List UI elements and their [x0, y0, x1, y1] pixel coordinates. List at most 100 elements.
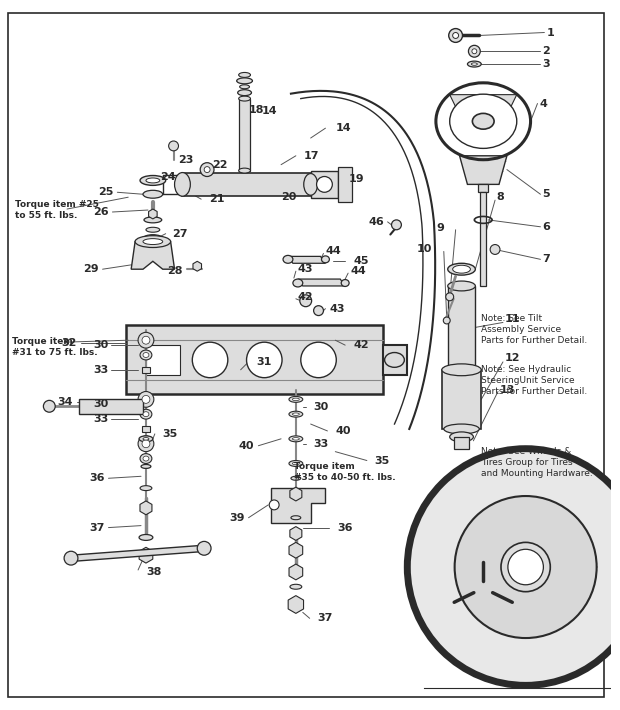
Polygon shape	[289, 542, 303, 558]
Bar	[339, 167, 352, 202]
Circle shape	[64, 551, 78, 565]
Text: 45: 45	[353, 256, 368, 266]
Polygon shape	[71, 545, 207, 561]
Ellipse shape	[237, 78, 252, 84]
Ellipse shape	[139, 436, 153, 442]
Polygon shape	[149, 209, 157, 219]
Circle shape	[192, 342, 228, 378]
Bar	[239, 99, 250, 170]
Text: 36: 36	[337, 523, 353, 532]
Text: Note: See Hydraulic
SteeringUnit Service
Parts for Further Detail.: Note: See Hydraulic SteeringUnit Service…	[481, 365, 588, 396]
Text: 3: 3	[542, 59, 550, 69]
Circle shape	[446, 293, 454, 301]
Text: 25: 25	[98, 187, 113, 197]
Ellipse shape	[450, 366, 474, 374]
Polygon shape	[298, 279, 345, 286]
Text: Note: See Tilt
Assembly Service
Parts for Further Detail.: Note: See Tilt Assembly Service Parts fo…	[481, 314, 588, 345]
Text: 17: 17	[304, 151, 319, 160]
Ellipse shape	[341, 280, 349, 286]
Ellipse shape	[471, 63, 477, 65]
Text: Torque item
#31 to 75 ft. lbs.: Torque item #31 to 75 ft. lbs.	[12, 337, 97, 357]
Text: 39: 39	[229, 513, 244, 523]
Circle shape	[443, 317, 450, 324]
Ellipse shape	[143, 412, 149, 417]
Circle shape	[449, 28, 463, 43]
Polygon shape	[271, 488, 326, 523]
Ellipse shape	[140, 409, 152, 419]
Ellipse shape	[239, 168, 250, 173]
Circle shape	[43, 400, 55, 413]
Polygon shape	[459, 155, 507, 185]
Text: eeplacementParts.com: eeplacementParts.com	[227, 352, 355, 362]
Ellipse shape	[472, 114, 494, 129]
Text: 35: 35	[374, 456, 390, 466]
Circle shape	[301, 342, 336, 378]
Text: 22: 22	[212, 160, 228, 170]
Text: 34: 34	[58, 398, 73, 408]
Text: 21: 21	[209, 194, 224, 204]
Polygon shape	[140, 501, 152, 515]
Ellipse shape	[139, 535, 153, 540]
Text: 28: 28	[167, 266, 182, 276]
Ellipse shape	[144, 217, 162, 223]
Circle shape	[204, 167, 210, 173]
Ellipse shape	[384, 353, 404, 367]
Ellipse shape	[467, 61, 481, 67]
Ellipse shape	[237, 89, 252, 96]
Ellipse shape	[138, 436, 154, 452]
Text: 1: 1	[546, 28, 554, 38]
Text: 46: 46	[369, 217, 384, 227]
Text: 32: 32	[61, 338, 77, 348]
Bar	[454, 437, 469, 449]
Ellipse shape	[140, 350, 152, 360]
Polygon shape	[288, 256, 326, 263]
Ellipse shape	[138, 332, 154, 348]
Circle shape	[300, 295, 312, 307]
Circle shape	[197, 542, 211, 555]
Bar	[478, 185, 488, 192]
Text: 27: 27	[172, 229, 188, 239]
Ellipse shape	[289, 411, 303, 417]
Ellipse shape	[283, 256, 293, 263]
Circle shape	[169, 141, 179, 151]
Text: 13: 13	[500, 385, 515, 395]
Ellipse shape	[289, 461, 303, 466]
Ellipse shape	[293, 437, 299, 440]
Text: 4: 4	[539, 99, 547, 109]
Text: 33: 33	[314, 439, 329, 449]
Ellipse shape	[143, 437, 149, 440]
Ellipse shape	[140, 486, 152, 491]
Text: 37: 37	[89, 523, 105, 532]
Circle shape	[508, 550, 543, 585]
Text: 23: 23	[179, 155, 194, 165]
Bar	[142, 367, 150, 373]
Text: 9: 9	[436, 223, 444, 233]
Text: 26: 26	[93, 207, 108, 217]
Polygon shape	[139, 547, 153, 563]
Text: 10: 10	[417, 244, 432, 254]
Text: 30: 30	[93, 399, 108, 409]
Ellipse shape	[293, 279, 303, 287]
Ellipse shape	[304, 173, 317, 195]
Ellipse shape	[142, 395, 150, 403]
Text: 38: 38	[146, 567, 161, 577]
Text: 29: 29	[83, 264, 99, 274]
Ellipse shape	[293, 398, 299, 400]
Text: 6: 6	[542, 222, 551, 231]
Ellipse shape	[142, 439, 150, 448]
Ellipse shape	[289, 436, 303, 442]
Text: 14: 14	[262, 106, 277, 116]
Text: 33: 33	[93, 414, 108, 424]
Circle shape	[472, 49, 477, 54]
Circle shape	[317, 177, 332, 192]
Ellipse shape	[290, 584, 302, 589]
Text: 18: 18	[249, 105, 264, 116]
Text: 43: 43	[329, 304, 345, 314]
Text: 40: 40	[335, 426, 351, 436]
Ellipse shape	[142, 337, 150, 344]
Text: 36: 36	[89, 474, 105, 484]
Ellipse shape	[175, 173, 190, 196]
Polygon shape	[290, 487, 302, 501]
Polygon shape	[290, 527, 302, 540]
Ellipse shape	[293, 413, 299, 415]
